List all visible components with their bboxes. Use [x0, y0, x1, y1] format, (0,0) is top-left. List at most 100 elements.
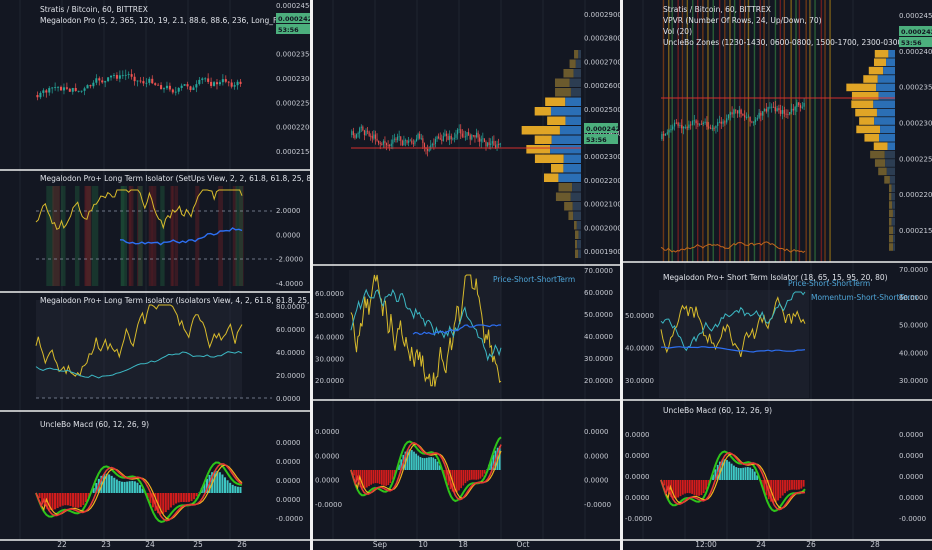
price-badge-label: 0.00024269: [901, 28, 932, 36]
price-badge: [584, 123, 618, 133]
candle-body: [183, 84, 186, 86]
axis-label: -4.0000: [276, 280, 303, 288]
macd-histogram-bar: [746, 467, 749, 480]
time-label: 24: [145, 540, 155, 549]
chart-right-svg[interactable]: Stratis / Bitcoin, 60, BITTREX VPVR (Num…: [623, 0, 932, 550]
setup-band: [170, 186, 174, 286]
candle-body: [393, 138, 395, 140]
candle-body: [749, 116, 751, 122]
volume-bar-up: [534, 154, 564, 163]
time-zone-stripe: [759, 0, 761, 262]
macd-histogram-bar: [723, 459, 726, 480]
candle-body: [186, 84, 189, 87]
macd-histogram-bar: [763, 480, 766, 491]
grid-lines: [642, 0, 854, 540]
macd-histogram-bar: [234, 486, 237, 493]
volume-bar-up: [574, 221, 577, 230]
macd-histogram-bar: [436, 461, 439, 470]
axis-label: 0.0000: [584, 477, 609, 485]
macd-histogram-bar: [113, 477, 116, 493]
time-axis[interactable]: 12:00 24 26 28: [695, 540, 880, 549]
candle-body: [354, 135, 356, 138]
candle-body: [776, 108, 778, 112]
candle-body: [736, 110, 739, 114]
axis-label: 0.0000: [276, 458, 301, 466]
candle-body: [717, 122, 719, 127]
macd-histogram-bar: [361, 470, 364, 489]
macd-histogram-bar: [110, 475, 113, 493]
time-axis[interactable]: Sep 10 18 Oct: [373, 540, 530, 549]
volume-bar-up: [873, 58, 887, 66]
macd-histogram-bar: [393, 470, 396, 476]
setup-band: [128, 186, 134, 286]
price-axis[interactable]: 0.000245000.000240000.000235000.00023000…: [276, 2, 310, 523]
chart-left-svg[interactable]: Stratis / Bitcoin, 60, BITTREX Megalodon…: [0, 0, 310, 550]
candle-body: [713, 127, 715, 129]
macd-histogram-bar: [742, 467, 745, 480]
macd-histogram-bar: [695, 480, 698, 496]
macd-histogram-bar: [136, 482, 139, 493]
macd-histogram-bar: [426, 457, 428, 470]
momentum-line: [350, 288, 502, 362]
axis-label: 30.0000: [315, 355, 344, 363]
macd-histogram-bar: [372, 470, 375, 484]
axis-label: 0.0000: [899, 431, 924, 439]
macd-title: UncleBo Macd (60, 12, 26, 9): [663, 406, 772, 415]
macd-histogram-bar: [498, 446, 501, 470]
candle-body: [371, 135, 373, 139]
candle-body: [387, 145, 389, 146]
macd-histogram-bar: [105, 473, 108, 493]
volume-bar-down: [888, 50, 895, 58]
macd-histogram-bar: [355, 470, 357, 481]
volume-bar-up: [863, 75, 878, 83]
price-axis[interactable]: 0.000245000.000240000.000235000.00023000…: [625, 12, 932, 523]
setups-oscillator: [35, 189, 243, 230]
candle-body: [472, 135, 474, 137]
volume-bar-down: [577, 240, 581, 249]
chart-panel-left[interactable]: Stratis / Bitcoin, 60, BITTREX Megalodon…: [0, 0, 310, 550]
time-zone-stripe: [824, 0, 826, 262]
macd-series: [35, 461, 243, 523]
macd-histogram-bar: [64, 493, 67, 506]
candle-body: [36, 95, 39, 98]
candle-body: [442, 136, 444, 141]
candle-body: [110, 75, 113, 78]
candle-body: [753, 121, 755, 123]
candle-body: [455, 134, 457, 138]
macd-histogram-bar: [366, 470, 368, 488]
price-candles: [36, 69, 242, 101]
macd-histogram-bar: [730, 463, 733, 480]
macd-histogram-bar: [466, 470, 469, 482]
macd-histogram-bar: [795, 480, 798, 490]
macd-histogram-bar: [774, 480, 777, 503]
macd-histogram-bar: [406, 449, 409, 470]
candle-body: [691, 121, 694, 125]
candle-body: [729, 112, 731, 115]
macd-fast-line: [660, 450, 806, 513]
macd-histogram-bar: [177, 493, 180, 503]
macd-histogram-bar: [728, 461, 731, 480]
volume-bar-up: [575, 249, 579, 258]
volume-line: [660, 241, 806, 254]
macd-histogram-bar: [353, 470, 355, 476]
macd-histogram-bar: [374, 470, 377, 484]
time-axis[interactable]: 22 23 24 25 26: [57, 540, 247, 549]
chart-panel-right[interactable]: Stratis / Bitcoin, 60, BITTREX VPVR (Num…: [623, 0, 932, 550]
macd-histogram-bar: [172, 493, 175, 506]
macd-histogram-bar: [149, 493, 152, 503]
candle-body: [715, 126, 717, 129]
time-zone-stripe: [763, 0, 765, 262]
candle-body: [444, 133, 446, 137]
macd-fast-line: [35, 461, 243, 523]
volume-bar-down: [879, 134, 895, 142]
macd-histogram-bar: [218, 472, 221, 493]
time-label: 25: [193, 540, 203, 549]
candle-body: [499, 143, 501, 145]
macd-histogram-bar: [464, 470, 467, 484]
candle-body: [54, 87, 57, 88]
